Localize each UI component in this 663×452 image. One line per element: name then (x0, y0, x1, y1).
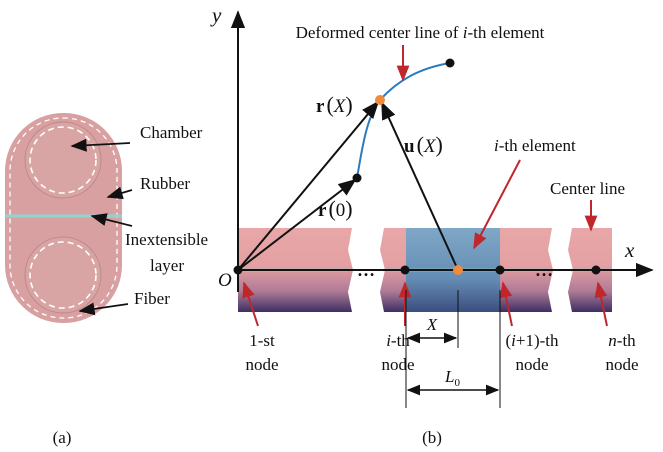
point-dot (375, 95, 385, 105)
node-dot (353, 174, 362, 183)
text: n (608, 331, 617, 350)
text: -th element (467, 23, 544, 42)
paren: ) (345, 196, 352, 221)
label: layer (150, 256, 184, 275)
chamber-bottom (25, 237, 101, 313)
vector-label: r(0) (318, 196, 353, 221)
label: Fiber (134, 289, 170, 308)
panel-b: y x O Deformed center line of i-th eleme… (210, 3, 652, 447)
title: Deformed center line of i-th element (296, 23, 545, 42)
text: Deformed center line of (296, 23, 463, 42)
node-dot (592, 266, 601, 275)
label: i-th element (494, 136, 576, 155)
text: -th element (499, 136, 576, 155)
paren: ( (328, 196, 335, 221)
chamber-fiber-top (30, 127, 96, 193)
node-dot (401, 266, 410, 275)
dimension-label: L0 (444, 367, 460, 389)
axis-label: x (624, 238, 635, 262)
paren: ) (345, 92, 352, 117)
node-label: node (381, 355, 414, 374)
paren: ) (436, 132, 443, 157)
ellipsis: … (357, 260, 375, 280)
vector-label: u(X) (404, 132, 443, 157)
label: Inextensible (125, 230, 208, 249)
paren: ( (417, 132, 424, 157)
node-dot (496, 266, 505, 275)
text: u (404, 136, 415, 157)
node-label: node (515, 355, 548, 374)
label: Center line (550, 179, 625, 198)
panel-a: Chamber Rubber Inextensible layer Fiber … (5, 113, 208, 447)
paren: ( (326, 92, 333, 117)
text: +1)-th (516, 331, 559, 350)
text: 0 (336, 200, 346, 221)
node-label: node (605, 355, 638, 374)
node-dot (446, 59, 455, 68)
node-label: (i+1)-th (505, 331, 559, 350)
text: -th (617, 331, 636, 350)
node-label: n-th (608, 331, 636, 350)
caption: (b) (422, 428, 442, 447)
text: L (444, 367, 454, 386)
deformed-curve (357, 63, 450, 178)
point-dot (453, 265, 463, 275)
subscript: 0 (454, 377, 460, 389)
node-dot (234, 266, 243, 275)
axis-label: y (210, 3, 222, 27)
figure: Chamber Rubber Inextensible layer Fiber … (0, 0, 663, 452)
label: Chamber (140, 123, 203, 142)
caption: (a) (53, 428, 72, 447)
label: Rubber (140, 174, 190, 193)
node-label: node (245, 355, 278, 374)
vector-label: r(X) (316, 92, 353, 117)
ellipsis: … (535, 260, 553, 280)
node-label: 1-st (249, 331, 275, 350)
text: -th (391, 331, 410, 350)
text: r (316, 96, 325, 117)
node-label: i-th (386, 331, 410, 350)
dimension-label: X (426, 315, 438, 334)
origin-label: O (218, 270, 232, 291)
text: r (318, 200, 327, 221)
